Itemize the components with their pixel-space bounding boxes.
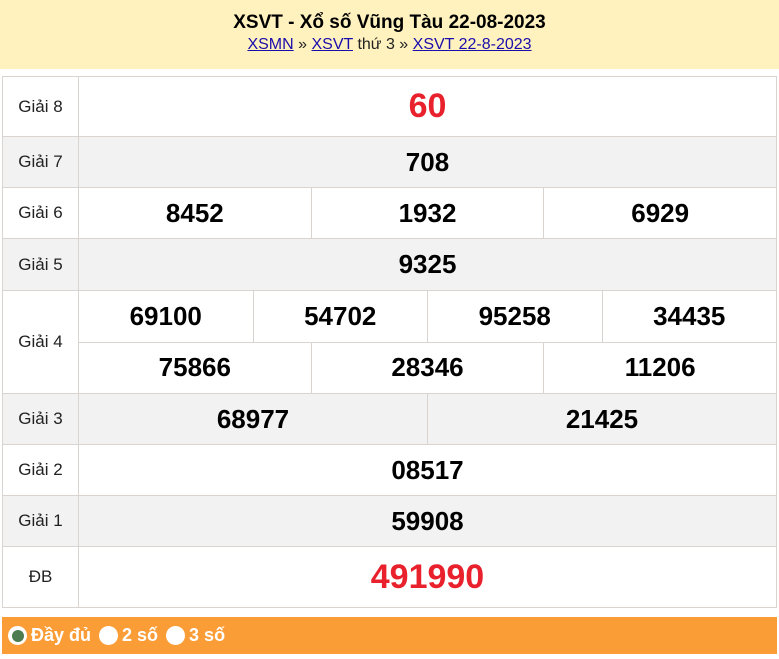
prize-row: Giải 6 8452 1932 6929	[3, 188, 778, 239]
radio-button[interactable]	[166, 626, 186, 645]
prize-number: 9325	[79, 239, 777, 290]
prize-values-line: 491990	[79, 547, 777, 607]
prize-number: 68977	[79, 394, 428, 444]
digit-display-options: Đầy đủ 2 số 3 số	[2, 617, 777, 654]
prize-label: Giải 8	[3, 77, 79, 136]
prize-number: 08517	[79, 445, 777, 495]
prize-values: 9325	[79, 239, 777, 290]
prize-number: 21425	[428, 394, 777, 444]
prize-values-line: 59908	[79, 496, 777, 546]
prize-values-line: 8452 1932 6929	[79, 188, 778, 238]
prize-values-line: 68977 21425	[79, 394, 777, 444]
prize-number: 75866	[79, 342, 312, 393]
prize-label: Giải 3	[3, 394, 79, 444]
breadcrumb-xsmn-link[interactable]: XSMN	[247, 36, 294, 53]
prize-number: 8452	[79, 188, 312, 238]
prize-number: 1932	[312, 188, 545, 238]
prize-values: 59908	[79, 496, 777, 546]
prize-row: Giải 4 69100 54702 95258 34435 75866 28346 1120…	[3, 291, 778, 394]
prize-number: 11206	[544, 342, 778, 393]
prize-number: 28346	[312, 342, 545, 393]
prize-values-line: 9325	[79, 239, 777, 290]
prize-number: 491990	[79, 547, 777, 607]
prize-row: Giải 1 59908	[3, 496, 777, 547]
prize-label: ĐB	[3, 547, 79, 607]
results-table: Giải 8 60 Giải 7 708 Giải 6 8452 1932 6929 Giải …	[2, 76, 778, 608]
prize-values: 8452 1932 6929	[79, 188, 778, 238]
prize-number: 34435	[603, 291, 777, 342]
prize-values: 68977 21425	[79, 394, 777, 444]
prize-label: Giải 7	[3, 137, 79, 187]
display-option[interactable]: 3 số	[166, 625, 225, 646]
prize-row: Giải 3 68977 21425	[3, 394, 777, 445]
breadcrumb-separator: »	[399, 36, 409, 53]
prize-values-line: 75866 28346 11206	[79, 341, 778, 393]
page-title: XSVT - Xổ số Vũng Tàu 22-08-2023	[233, 12, 546, 33]
prize-values: 60	[79, 77, 777, 136]
display-option[interactable]: 2 số	[99, 625, 158, 646]
breadcrumb-date-link[interactable]: XSVT 22-8-2023	[412, 36, 532, 53]
prize-values-line: 708	[79, 137, 777, 187]
display-option[interactable]: Đầy đủ	[8, 625, 91, 646]
prize-values: 708	[79, 137, 777, 187]
prize-row: Giải 7 708	[3, 137, 777, 188]
prize-number: 60	[79, 77, 777, 136]
breadcrumb-separator: »	[298, 36, 308, 53]
prize-values: 69100 54702 95258 34435 75866 28346 11206	[79, 291, 778, 393]
prize-values-line: 08517	[79, 445, 777, 495]
prize-number: 708	[79, 137, 777, 187]
prize-label: Giải 6	[3, 188, 79, 238]
prize-values-line: 60	[79, 77, 777, 136]
radio-button[interactable]	[99, 626, 119, 645]
radio-button[interactable]	[8, 626, 27, 645]
prize-number: 59908	[79, 496, 777, 546]
option-label: Đầy đủ	[31, 625, 92, 645]
option-label: 3 số	[189, 625, 226, 645]
prize-number: 6929	[544, 188, 778, 238]
prize-values: 08517	[79, 445, 777, 495]
page-header: XSVT - Xổ số Vũng Tàu 22-08-2023 XSMN » …	[0, 0, 779, 69]
prize-values-line: 69100 54702 95258 34435	[79, 291, 777, 342]
prize-number: 95258	[428, 291, 603, 342]
breadcrumb-day: thứ 3	[357, 36, 395, 53]
prize-number: 54702	[254, 291, 428, 342]
breadcrumb-xsvt-link[interactable]: XSVT	[311, 36, 353, 53]
prize-row: Giải 5 9325	[3, 239, 777, 291]
prize-label: Giải 2	[3, 445, 79, 495]
prize-number: 69100	[79, 291, 254, 342]
prize-label: Giải 1	[3, 496, 79, 546]
prize-row: Giải 2 08517	[3, 445, 777, 496]
prize-label: Giải 4	[3, 291, 79, 393]
prize-label: Giải 5	[3, 239, 79, 290]
prize-row: Giải 8 60	[3, 77, 777, 137]
breadcrumb: XSMN » XSVT thứ 3 » XSVT 22-8-2023	[0, 34, 779, 56]
prize-row: ĐB 491990	[3, 547, 777, 608]
option-label: 2 số	[122, 625, 159, 645]
prize-values: 491990	[79, 547, 777, 607]
